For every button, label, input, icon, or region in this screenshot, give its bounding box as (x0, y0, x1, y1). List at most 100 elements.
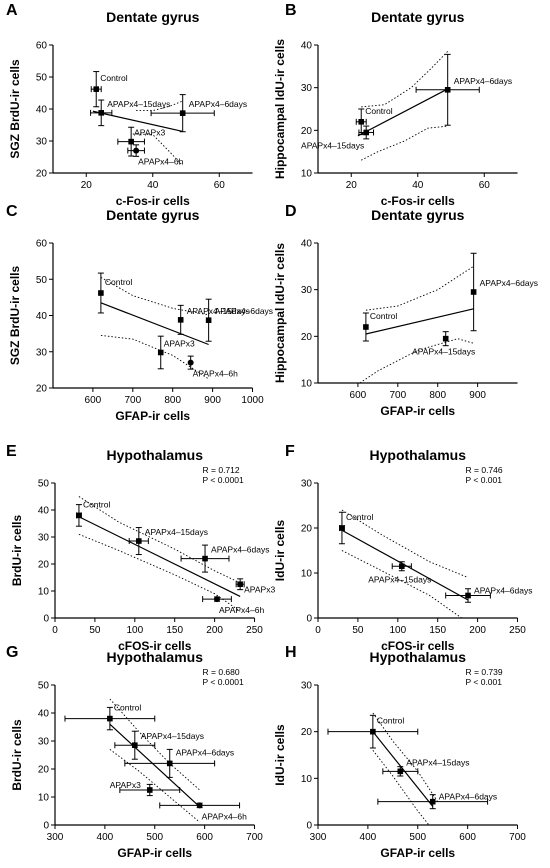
x-tick-label: 600 (196, 832, 213, 843)
data-point (339, 525, 345, 531)
chart-title: Dentate gyrus (371, 9, 465, 25)
y-tick-label: 40 (38, 709, 50, 720)
x-axis-label: cFOS-ir cells (118, 639, 192, 653)
point-label: APAPx4–6h (138, 157, 183, 167)
y-tick-label: 30 (36, 347, 48, 358)
y-tick-label: 50 (36, 275, 48, 286)
y-tick-label: 50 (36, 73, 48, 84)
y-tick-label: 30 (38, 737, 50, 748)
panel-f: F Hypothalamus 0 50 100 150 200 250 0 10 20 30 cFOS-… (273, 443, 532, 653)
data-point (107, 715, 113, 722)
y-tick-label: 40 (301, 239, 313, 250)
chart-title: Hypothalamus (107, 649, 204, 665)
point-label: APAPx4–15days (301, 140, 364, 150)
x-tick-label: 250 (246, 625, 263, 636)
x-tick-label: 400 (360, 832, 377, 843)
chart-title: Hypothalamus (370, 649, 467, 665)
data-point-group: APAPx4–15days (301, 125, 375, 150)
chart-title: Hypothalamus (370, 447, 467, 463)
panel-e: E Hypothalamus 0 50 100 150 200 250 0 10 20 30 40 50 c… (6, 443, 275, 653)
data-point-group: APAPx3 (157, 335, 195, 370)
x-tick-label: 20 (346, 180, 358, 191)
regression-line (341, 529, 469, 601)
data-point-group: APAPx4–6days (470, 252, 538, 332)
data-point-group: APAPx4–6days (205, 298, 273, 342)
x-tick-label: 40 (147, 180, 159, 191)
data-point-group: APAPx4–15days (382, 757, 469, 777)
data-point-group: APAPx4–6days (445, 586, 532, 603)
data-point (98, 290, 104, 296)
point-label: Control (370, 311, 398, 321)
x-tick-label: 40 (412, 180, 424, 191)
y-tick-label: 50 (38, 479, 50, 490)
x-tick-label: 700 (389, 390, 406, 401)
data-point-group: APAPx4–15days (412, 331, 475, 357)
data-point (397, 768, 404, 775)
data-point-group: APAPx4–6days (180, 544, 269, 573)
x-tick-label: 60 (214, 180, 226, 191)
data-point-group: Control (362, 311, 398, 342)
point-label: Control (365, 106, 393, 116)
data-point (135, 538, 142, 544)
y-tick-label: 40 (301, 41, 313, 52)
x-tick-label: 20 (81, 180, 93, 191)
regression-line (100, 302, 209, 346)
y-tick-label: 20 (36, 384, 48, 395)
point-label: APAPx4–6h (219, 605, 264, 615)
stats-text: P < 0.0001 (203, 677, 244, 687)
confidence-band-upper (361, 51, 449, 108)
data-point (179, 110, 186, 116)
point-label: Control (377, 716, 405, 726)
point-label: APAPx4–15days (107, 99, 170, 109)
y-axis-label: SGZ BrdU-ir cells (8, 265, 22, 365)
data-point (93, 86, 100, 92)
data-point (465, 592, 471, 599)
y-tick-label: 0 (43, 821, 49, 832)
panel-letter: H (285, 644, 297, 661)
chart-title: Dentate gyrus (106, 207, 200, 223)
y-tick-label: 0 (306, 821, 312, 832)
x-tick-label: 1000 (241, 395, 264, 406)
confidence-band-upper (372, 712, 439, 802)
confidence-band-upper (78, 496, 241, 584)
y-tick-label: 30 (301, 681, 313, 692)
data-point (214, 596, 221, 603)
y-tick-label: 10 (38, 587, 50, 598)
x-tick-label: 150 (166, 625, 183, 636)
point-label: APAPx4–6days (176, 747, 234, 757)
x-axis-label: GFAP-ir cells (117, 846, 192, 860)
panel-h: H Hypothalamus 300 400 500 600 700 0 10 20 30 GFAP-… (273, 644, 526, 860)
y-tick-label: 60 (36, 239, 48, 250)
point-label: Control (83, 499, 111, 509)
point-label: APAPx4–15days (145, 527, 208, 537)
x-tick-label: 600 (459, 832, 476, 843)
point-label: APAPx4–15days (368, 574, 431, 584)
stats-text: P < 0.001 (466, 475, 503, 485)
x-tick-label: 50 (352, 625, 364, 636)
point-label: APAPx4–15days (141, 731, 204, 741)
point-label: APAPx4–6days (480, 278, 538, 288)
stats-text: R = 0.680 (203, 667, 240, 677)
x-tick-label: 800 (164, 395, 181, 406)
data-point (444, 87, 451, 93)
point-label: APAPx4–6days (189, 99, 247, 109)
data-point (370, 728, 376, 735)
y-axis-label: IdU-ir cells (273, 724, 287, 786)
y-axis-label: IdU-ir cells (273, 520, 287, 582)
confidence-band-upper (100, 277, 209, 316)
data-point (398, 563, 405, 570)
regression-line (365, 308, 474, 335)
stats-text: P < 0.001 (466, 677, 503, 687)
x-tick-label: 0 (52, 625, 58, 636)
data-point (146, 787, 153, 793)
x-tick-label: 700 (124, 395, 141, 406)
x-axis-label: cFOS-ir cells (381, 639, 455, 653)
y-tick-label: 10 (301, 774, 313, 785)
y-tick-label: 10 (38, 793, 50, 804)
chart-title: Hypothalamus (107, 447, 204, 463)
point-label: APAPx4–6days (439, 792, 497, 802)
data-point (187, 359, 194, 366)
y-tick-label: 30 (301, 83, 313, 94)
y-tick-label: 0 (306, 614, 312, 625)
y-tick-label: 20 (301, 332, 313, 343)
